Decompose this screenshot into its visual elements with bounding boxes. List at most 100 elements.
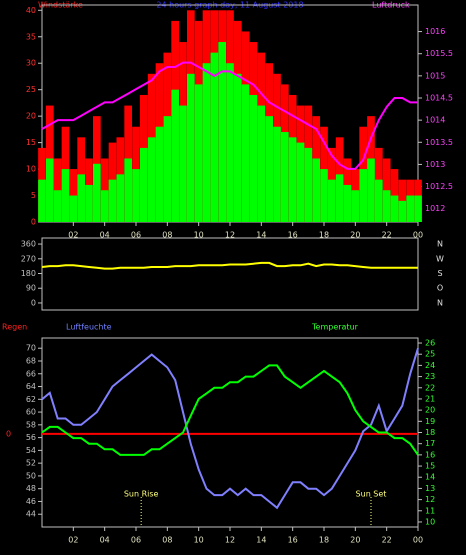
humidity-label: Luftfeuchte xyxy=(66,323,112,332)
x-tick-label: 04 xyxy=(100,536,110,545)
bar xyxy=(241,84,250,222)
y-tick-label: 44 xyxy=(26,510,36,519)
bar xyxy=(359,169,368,222)
rain-label: Regen xyxy=(2,323,27,332)
y2-tick-label: 15 xyxy=(425,462,435,471)
y-tick-label: 35 xyxy=(26,32,36,41)
bar xyxy=(100,190,109,222)
y-tick-label: 20 xyxy=(26,112,36,121)
bar xyxy=(116,174,125,222)
y2-tick-label: 17 xyxy=(425,439,435,448)
y-tick-label: 5 xyxy=(31,191,36,200)
bar xyxy=(108,179,117,222)
y2-tick-label: 1013.5 xyxy=(425,138,453,147)
bar xyxy=(343,184,352,222)
compass-label: W xyxy=(436,254,444,263)
bar xyxy=(139,147,148,222)
y-tick-label: 66 xyxy=(26,369,36,378)
y-tick-label: 10 xyxy=(26,165,36,174)
bar xyxy=(374,179,383,222)
annotation: Sun Set xyxy=(356,490,387,499)
bar xyxy=(249,94,258,222)
bar xyxy=(186,73,195,223)
y2-tick-label: 21 xyxy=(425,394,435,403)
bar xyxy=(226,63,234,222)
bar xyxy=(61,169,70,222)
bar xyxy=(132,169,140,222)
bar xyxy=(179,105,187,222)
y2-tick-label: 20 xyxy=(425,406,435,415)
bar xyxy=(273,126,281,222)
y2-tick-label: 10 xyxy=(425,517,435,526)
x-tick-label: 18 xyxy=(319,231,329,240)
y2-tick-label: 11 xyxy=(425,506,435,515)
y-tick-label: 60 xyxy=(26,408,36,417)
y2-tick-label: 1012 xyxy=(425,204,445,213)
bar xyxy=(257,105,266,222)
temperature-label: Temperatur xyxy=(311,323,359,332)
y-tick-label: 52 xyxy=(26,459,36,468)
y2-tick-label: 22 xyxy=(425,383,435,392)
bar xyxy=(69,195,78,222)
bar xyxy=(124,158,133,222)
bar xyxy=(233,73,242,223)
y2-tick-label: 1014 xyxy=(425,116,445,125)
y-tick-label: 46 xyxy=(26,497,36,506)
bar xyxy=(218,42,227,222)
compass-label: N xyxy=(437,240,443,249)
bar xyxy=(312,158,321,222)
y2-tick-label: 16 xyxy=(425,450,435,459)
y2-tick-label: 26 xyxy=(425,339,435,348)
y-tick-label: 30 xyxy=(26,59,36,68)
y2-tick-label: 14 xyxy=(425,473,435,482)
bar xyxy=(171,89,180,223)
y2-tick-label: 23 xyxy=(425,372,435,381)
x-tick-label: 12 xyxy=(225,231,235,240)
bar xyxy=(85,184,93,222)
bar xyxy=(304,147,313,222)
x-tick-label: 16 xyxy=(288,231,298,240)
y-tick-label: 180 xyxy=(21,269,36,278)
y-tick-label: 54 xyxy=(26,446,36,455)
x-tick-label: 06 xyxy=(131,536,141,545)
compass-label: O xyxy=(437,284,443,293)
bar xyxy=(147,137,156,222)
bar xyxy=(406,195,415,222)
bar xyxy=(77,174,86,222)
y2-tick-label: 18 xyxy=(425,428,435,437)
x-tick-label: 08 xyxy=(162,231,172,240)
y-tick-label: 68 xyxy=(26,356,36,365)
compass-label: N xyxy=(437,298,443,307)
y-tick-label: 0 xyxy=(31,218,36,227)
bar xyxy=(280,132,289,222)
bar xyxy=(351,190,360,222)
y2-tick-label: 24 xyxy=(425,361,435,370)
bar xyxy=(390,195,399,222)
bar xyxy=(163,116,172,222)
x-tick-label: 06 xyxy=(131,231,141,240)
y-tick-label: 70 xyxy=(26,344,36,353)
y2-tick-label: 1015.5 xyxy=(425,49,453,58)
x-tick-label: 10 xyxy=(194,536,204,545)
y-tick-label: 48 xyxy=(26,484,36,493)
y2-tick-label: 13 xyxy=(425,484,435,493)
x-tick-label: 08 xyxy=(162,536,172,545)
x-tick-label: 14 xyxy=(256,231,266,240)
y-tick-label: 64 xyxy=(26,382,36,391)
x-tick-label: 22 xyxy=(382,231,392,240)
bar xyxy=(296,142,305,222)
x-tick-label: 10 xyxy=(194,231,204,240)
y2-tick-label: 12 xyxy=(425,495,435,504)
bar xyxy=(53,190,62,222)
y-tick-label: 25 xyxy=(26,85,36,94)
x-tick-label: 16 xyxy=(288,536,298,545)
bar xyxy=(367,158,375,222)
bar xyxy=(382,190,391,222)
y-tick-label: 56 xyxy=(26,433,36,442)
bar xyxy=(320,169,328,222)
x-tick-label: 00 xyxy=(413,231,423,240)
y-tick-label: 270 xyxy=(21,254,36,263)
x-tick-label: 22 xyxy=(382,536,392,545)
y-tick-label: 15 xyxy=(26,138,36,147)
